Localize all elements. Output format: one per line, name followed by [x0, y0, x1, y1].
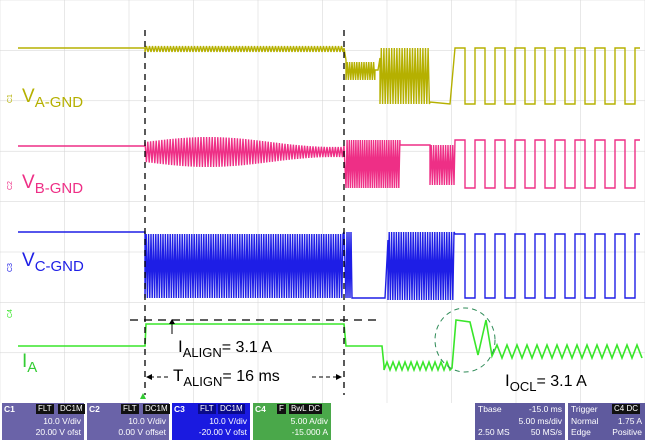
channel-1-offset: 20.00 V ofst: [35, 427, 81, 437]
trigger-type: Edge: [571, 427, 591, 437]
trigger-slope: Positive: [612, 427, 642, 437]
timebase-panel[interactable]: Tbase -15.0 ms 5.00 ms/div 2.50 MS 50 MS…: [475, 403, 565, 440]
channel-1-trace: [18, 45, 640, 105]
ia-label: IA: [22, 351, 37, 376]
trigger-mode: Normal: [571, 416, 599, 426]
va-label: VA-GND: [22, 86, 83, 111]
channel-1-tag-coupling: DC1M: [58, 404, 85, 414]
channel-3-trace: [18, 231, 640, 301]
trigger-level: 1.75 A: [617, 416, 642, 426]
oscilloscope-plot: C1 C2 C3 C4 VA-GND VB-GND VC-GND IA IALI…: [0, 0, 645, 403]
trigger-source-tag: C4 DC: [612, 404, 641, 414]
channel-4-tag-flt: F: [277, 404, 286, 414]
ocl-highlight-ellipse: [434, 307, 496, 373]
channel-4-tag-coupling: BwL DC: [289, 404, 323, 414]
traces: [18, 45, 643, 373]
timebase-label: Tbase: [478, 404, 502, 414]
grid: [0, 0, 645, 403]
channel-3-tag-flt: FLT: [198, 404, 216, 414]
talign-label: TALIGN= 16 ms: [173, 366, 280, 389]
talign-arrow-left-head: [146, 374, 152, 380]
channel-1-tag-flt: FLT: [36, 404, 54, 414]
channel-2-panel[interactable]: C2 FLT DC1M 10.0 V/div 0.00 V offset: [87, 403, 170, 440]
channel-1-scale: 10.0 V/div: [43, 416, 81, 426]
channel-2-offset: 0.00 V offset: [118, 427, 166, 437]
trigger-label: Trigger: [571, 404, 598, 414]
channel-2-marker: C2: [7, 181, 14, 190]
channel-2-scale: 10.0 V/div: [128, 416, 166, 426]
channel-3-name: C3: [174, 404, 185, 414]
channel-1-panel[interactable]: C1 FLT DC1M 10.0 V/div 20.00 V ofst: [2, 403, 85, 440]
channel-1-marker: C1: [7, 94, 14, 103]
channel-4-offset: -15.000 A: [291, 427, 328, 437]
timebase-delay: -15.0 ms: [528, 404, 562, 414]
channel-2-tag-coupling: DC1M: [143, 404, 170, 414]
channel-3-marker: C3: [7, 263, 14, 272]
ialign-label: IALIGN= 3.1 A: [178, 337, 272, 360]
trigger-position-marker: [140, 393, 146, 399]
cursors: [130, 30, 496, 399]
timebase-scale: 5.00 ms/div: [518, 416, 562, 426]
ialign-arrow-head: [169, 319, 175, 324]
channel-4-name: C4: [255, 404, 266, 414]
channel-2-name: C2: [89, 404, 100, 414]
channel-1-name: C1: [4, 404, 15, 414]
channel-3-tag-coupling: DC1M: [218, 404, 245, 414]
timebase-points: 2.50 MS: [478, 427, 510, 437]
vb-label: VB-GND: [22, 172, 83, 197]
channel-2-trace: [18, 136, 640, 189]
trigger-panel[interactable]: Trigger C4 DC Normal 1.75 A Edge Positiv…: [568, 403, 645, 440]
iocl-label: IOCL= 3.1 A: [505, 371, 587, 394]
talign-arrow-right-head: [336, 374, 342, 380]
channel-4-scale: 5.00 A/div: [290, 416, 328, 426]
status-bar: C1 FLT DC1M 10.0 V/div 20.00 V ofst C2 F…: [0, 403, 645, 440]
channel-2-tag-flt: FLT: [121, 404, 139, 414]
timebase-rate: 50 MS/s: [530, 427, 562, 437]
channel-markers: C1 C2 C3 C4: [7, 94, 14, 318]
vc-label: VC-GND: [22, 250, 84, 275]
channel-3-scale: 10.0 V/div: [209, 416, 247, 426]
channel-3-panel[interactable]: C3 FLT DC1M 10.0 V/div -20.00 V ofst: [172, 403, 250, 440]
channel-4-marker: C4: [7, 309, 14, 318]
channel-3-offset: -20.00 V ofst: [198, 427, 247, 437]
channel-4-panel[interactable]: C4 F BwL DC 5.00 A/div -15.000 A: [253, 403, 331, 440]
channel-4-trace: [18, 319, 643, 373]
